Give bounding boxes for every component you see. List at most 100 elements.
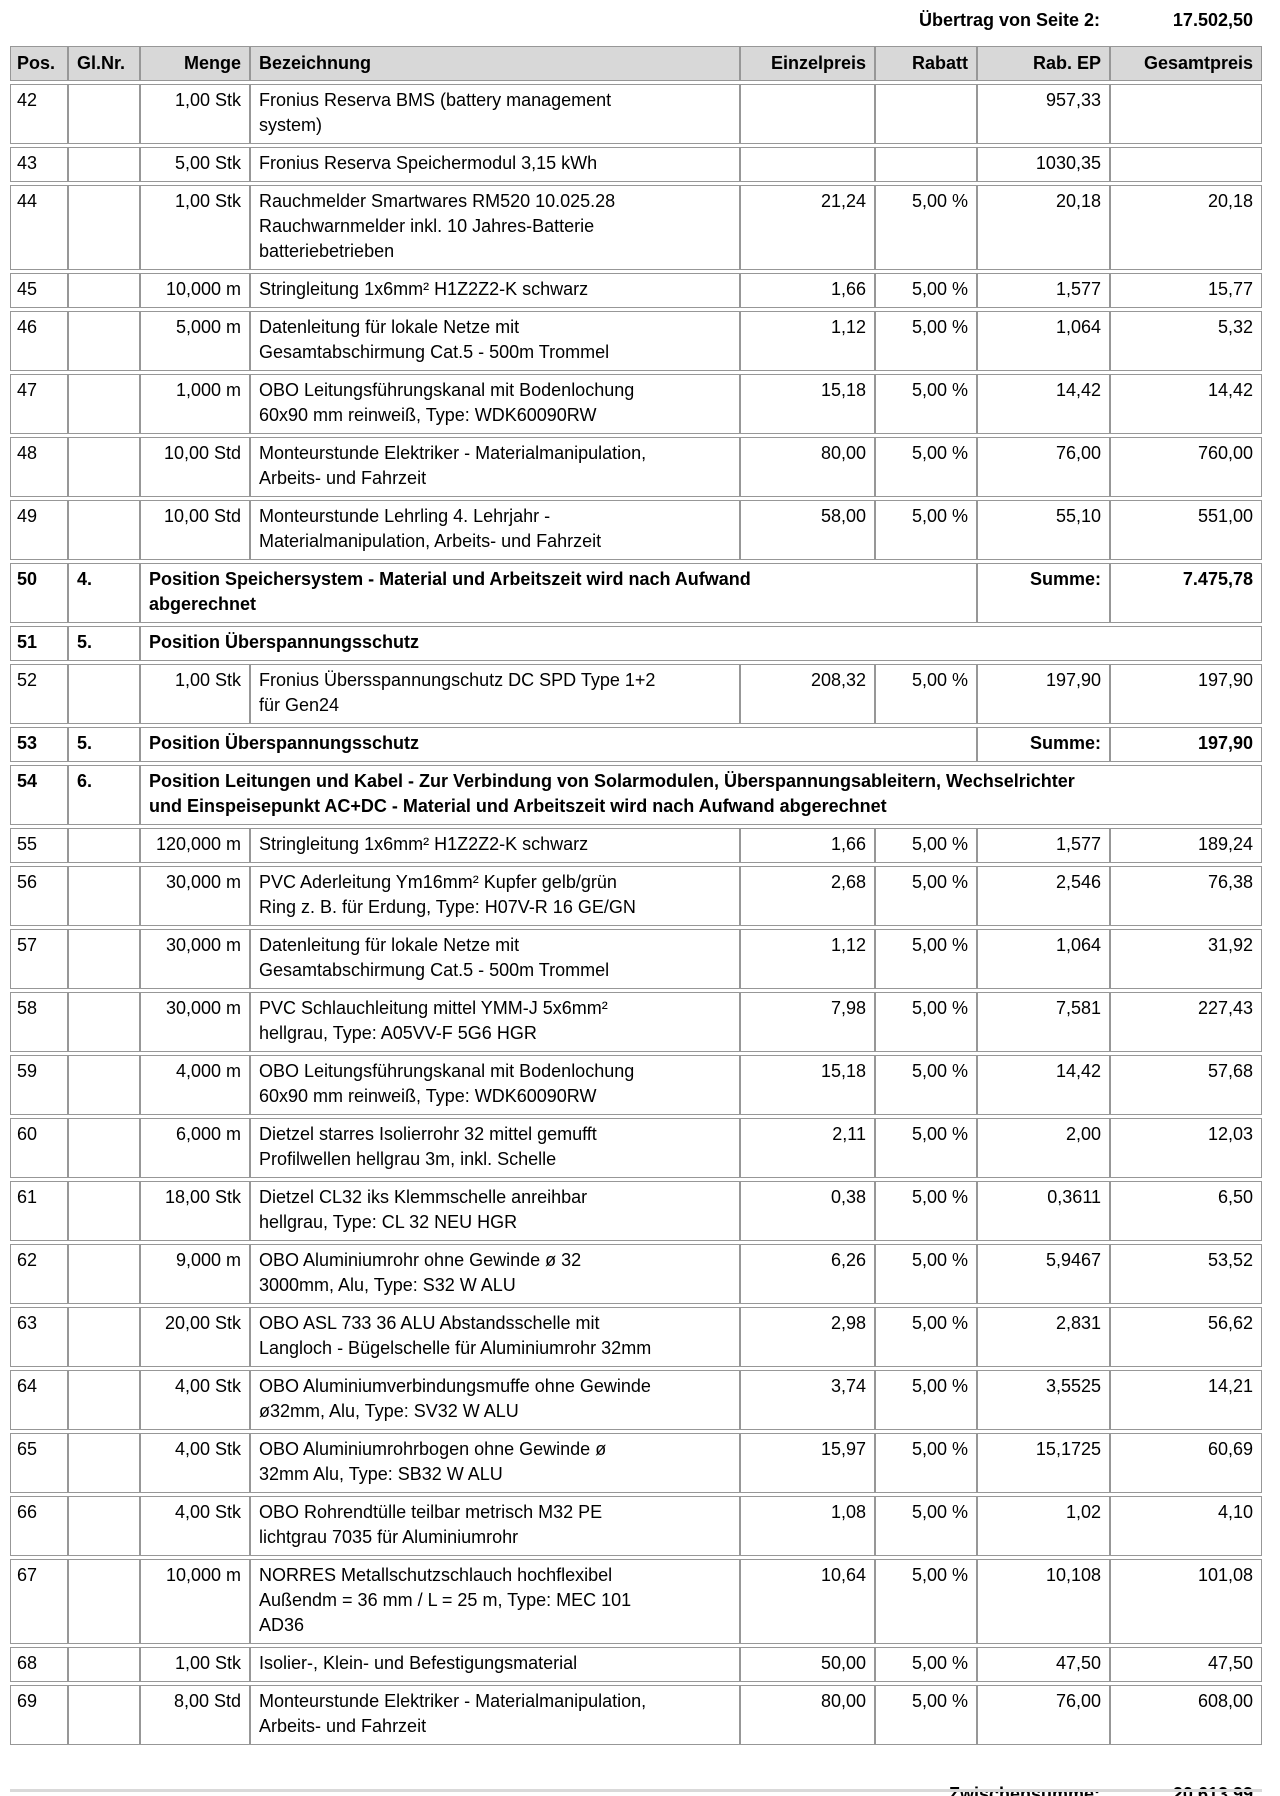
cell-discount: 5,00 %: [875, 1244, 977, 1304]
cell-menge: 30,000 m: [140, 866, 250, 926]
cell-pos: 54: [10, 765, 68, 825]
table-row: 49 10,00 Std Monteurstunde Lehrling 4. Leh…: [10, 500, 1262, 560]
cell-pos: 69: [10, 1685, 68, 1745]
cell-total: 551,00: [1110, 500, 1262, 560]
cell-unit-price: 80,00: [740, 1685, 875, 1745]
cell-description: Datenleitung für lokale Netze mit Gesamt…: [250, 311, 740, 371]
cell-menge: 1,00 Stk: [140, 84, 250, 144]
cell-discount: 5,00 %: [875, 273, 977, 308]
cell-menge: 18,00 Stk: [140, 1181, 250, 1241]
cell-total: 197,90: [1110, 664, 1262, 724]
cell-discount: 5,00 %: [875, 866, 977, 926]
cell-unit-price: 58,00: [740, 500, 875, 560]
cell-unit-price: 1,66: [740, 828, 875, 863]
cell-group-title: Position Überspannungsschutz: [140, 727, 977, 762]
cell-glnr: [68, 664, 140, 724]
cell-description: NORRES Metallschutzschlauch hochflexibel…: [250, 1559, 740, 1644]
cell-discount: 5,00 %: [875, 664, 977, 724]
cell-discounted-price: 1,02: [977, 1496, 1110, 1556]
table-row: 48 10,00 Std Monteurstunde Elektriker - Ma…: [10, 437, 1262, 497]
cell-description: Fronius Übersspannungschutz DC SPD Type …: [250, 664, 740, 724]
cell-total: 20,18: [1110, 185, 1262, 270]
cell-glnr: 5.: [68, 626, 140, 661]
cell-glnr: [68, 185, 140, 270]
col-header-rab-ep: Rab. EP: [977, 46, 1110, 81]
cell-pos: 56: [10, 866, 68, 926]
cell-glnr: [68, 828, 140, 863]
cell-glnr: [68, 437, 140, 497]
cell-menge: 6,000 m: [140, 1118, 250, 1178]
cell-unit-price: 50,00: [740, 1647, 875, 1682]
cell-discounted-price: 55,10: [977, 500, 1110, 560]
carryover-label: Übertrag von Seite 2:: [918, 10, 1100, 30]
table-row: 47 1,000 m OBO Leitungsführungskanal mit B…: [10, 374, 1262, 434]
cell-discount: [875, 84, 977, 144]
cell-glnr: 4.: [68, 563, 140, 623]
cell-glnr: 5.: [68, 727, 140, 762]
cell-menge: 120,000 m: [140, 828, 250, 863]
cell-description: OBO ASL 733 36 ALU Abstandsschelle mit L…: [250, 1307, 740, 1367]
cell-glnr: [68, 374, 140, 434]
cell-menge: 8,00 Std: [140, 1685, 250, 1745]
cell-description: OBO Leitungsführungskanal mit Bodenlochu…: [250, 1055, 740, 1115]
cell-total: 56,62: [1110, 1307, 1262, 1367]
cell-total: 5,32: [1110, 311, 1262, 371]
table-row: 65 4,00 Stk OBO Aluminiumrohrbogen ohne Ge…: [10, 1433, 1262, 1493]
table-row: 59 4,000 m OBO Leitungsführungskanal mit B…: [10, 1055, 1262, 1115]
cell-pos: 50: [10, 563, 68, 623]
cell-total: 608,00: [1110, 1685, 1262, 1745]
cell-discount: 5,00 %: [875, 185, 977, 270]
cell-unit-price: 10,64: [740, 1559, 875, 1644]
cell-total: 15,77: [1110, 273, 1262, 308]
cell-description: OBO Aluminiumrohr ohne Gewinde ø 32 3000…: [250, 1244, 740, 1304]
cell-total: 53,52: [1110, 1244, 1262, 1304]
cell-unit-price: 1,12: [740, 929, 875, 989]
cell-group-title: Position Speichersystem - Material und A…: [140, 563, 977, 623]
cell-unit-price: 1,66: [740, 273, 875, 308]
table-row: 57 30,000 m Datenleitung für lokale Netze …: [10, 929, 1262, 989]
cell-glnr: [68, 1181, 140, 1241]
cell-unit-price: 21,24: [740, 185, 875, 270]
table-row: 58 30,000 m PVC Schlauchleitung mittel YMM…: [10, 992, 1262, 1052]
cell-total: 60,69: [1110, 1433, 1262, 1493]
col-header-glnr: Gl.Nr.: [68, 46, 140, 81]
cell-discounted-price: 20,18: [977, 185, 1110, 270]
cell-total: 101,08: [1110, 1559, 1262, 1644]
cell-discount: 5,00 %: [875, 1559, 977, 1644]
group-header-row: 51 5. Position Überspannungsschutz: [10, 626, 1262, 661]
cell-menge: 4,00 Stk: [140, 1370, 250, 1430]
cell-menge: 4,00 Stk: [140, 1433, 250, 1493]
cell-discounted-price: 1,064: [977, 929, 1110, 989]
cell-discount: 5,00 %: [875, 1118, 977, 1178]
cell-discounted-price: 2,546: [977, 866, 1110, 926]
cell-total: 227,43: [1110, 992, 1262, 1052]
cell-total: 14,42: [1110, 374, 1262, 434]
cell-menge: 5,000 m: [140, 311, 250, 371]
cell-glnr: [68, 84, 140, 144]
cell-pos: 47: [10, 374, 68, 434]
cell-glnr: [68, 1307, 140, 1367]
cell-pos: 48: [10, 437, 68, 497]
table-row: 66 4,00 Stk OBO Rohrendtülle teilbar metri…: [10, 1496, 1262, 1556]
cell-discounted-price: 7,581: [977, 992, 1110, 1052]
cell-discounted-price: 14,42: [977, 1055, 1110, 1115]
cell-glnr: [68, 866, 140, 926]
cell-description: Stringleitung 1x6mm² H1Z2Z2-K schwarz: [250, 273, 740, 308]
cell-total: [1110, 84, 1262, 144]
cell-glnr: [68, 311, 140, 371]
footer-separator: [10, 1789, 1262, 1792]
cell-pos: 64: [10, 1370, 68, 1430]
cell-discount: 5,00 %: [875, 1181, 977, 1241]
cell-pos: 53: [10, 727, 68, 762]
sum-row: 53 5. Position Überspannungsschutz Summe: 19…: [10, 727, 1262, 762]
cell-pos: 62: [10, 1244, 68, 1304]
cell-menge: 1,00 Stk: [140, 1647, 250, 1682]
cell-unit-price: 1,12: [740, 311, 875, 371]
cell-pos: 45: [10, 273, 68, 308]
cell-glnr: [68, 1055, 140, 1115]
cell-discounted-price: 47,50: [977, 1647, 1110, 1682]
cell-sum-label: Summe:: [977, 563, 1110, 623]
cell-unit-price: 6,26: [740, 1244, 875, 1304]
table-row: 64 4,00 Stk OBO Aluminiumverbindungsmuffe …: [10, 1370, 1262, 1430]
cell-description: Isolier-, Klein- und Befestigungsmateria…: [250, 1647, 740, 1682]
